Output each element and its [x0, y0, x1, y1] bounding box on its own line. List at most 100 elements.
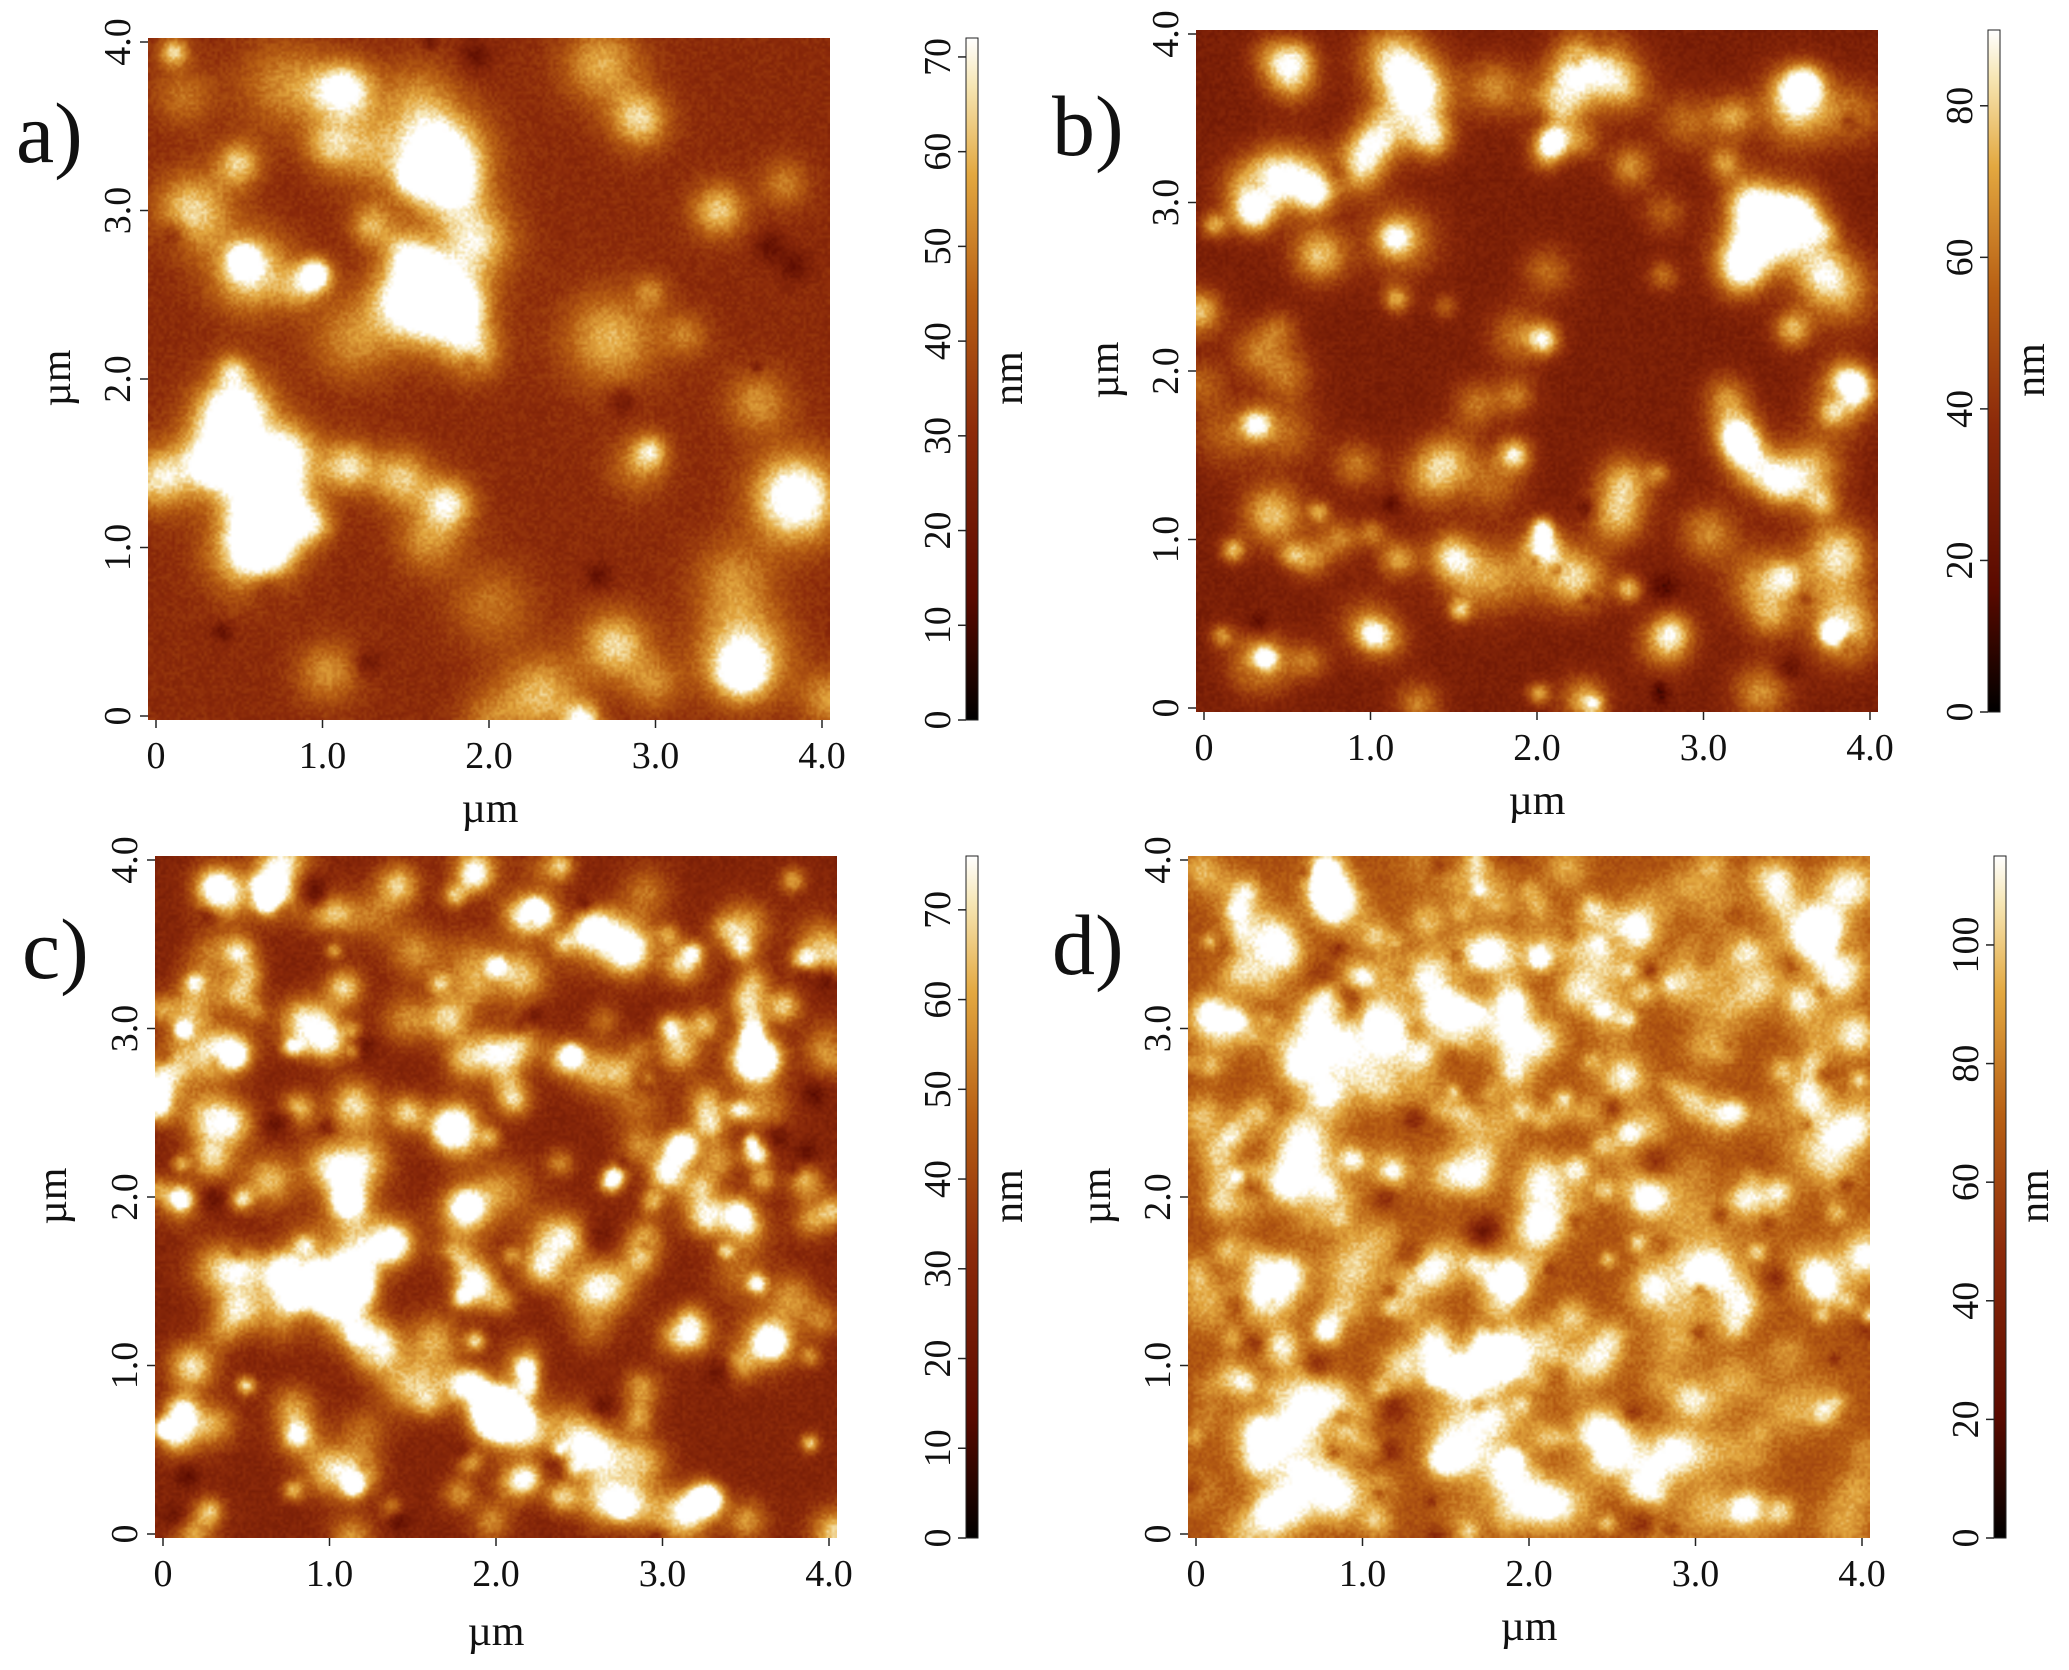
- x-axis-unit: µm: [1501, 1604, 1558, 1650]
- y-tick-label: 2.0: [104, 1173, 146, 1221]
- y-axis-ticks: 0 1.0 2.0 3.0 4.0: [104, 836, 155, 1544]
- y-tick-label: 1.0: [97, 524, 139, 572]
- x-tick-label: 4.0: [1838, 1553, 1886, 1595]
- x-tick-label: 2.0: [465, 735, 513, 777]
- colorbar-tick-label: 40: [1945, 1282, 1987, 1320]
- colorbar-tick-label: 10: [917, 606, 959, 644]
- x-tick-label: 2.0: [472, 1553, 520, 1595]
- y-tick-label: 0: [1137, 1525, 1179, 1544]
- panel-b: b) 0 1.0 2.0 3.0 4.0 0 1.0 2.0 3.0 4.0 µm µm 0 20…: [1052, 10, 2054, 824]
- panel-label: b): [1052, 78, 1124, 174]
- colorbar-tick-label: 0: [1945, 1529, 1987, 1548]
- x-tick-label: 0: [154, 1553, 173, 1595]
- y-tick-label: 1.0: [1145, 516, 1187, 564]
- colorbar-tick-label: 50: [917, 1070, 959, 1108]
- colorbar-tick-label: 20: [917, 512, 959, 550]
- colorbar: [1993, 855, 2007, 1539]
- y-tick-label: 4.0: [1145, 10, 1187, 58]
- y-axis-ticks: 0 1.0 2.0 3.0 4.0: [1145, 10, 1196, 718]
- y-tick-label: 3.0: [1145, 179, 1187, 227]
- colorbar-tick-label: 30: [917, 417, 959, 455]
- x-axis-ticks: 0 1.0 2.0 3.0 4.0: [147, 720, 846, 777]
- colorbar-tick-label: 60: [1939, 238, 1981, 276]
- panel-a: a) 0 1.0 2.0 3.0 4.0 0 1.0 2.0 3.0 4.0 µm µm 0 10…: [16, 18, 1032, 832]
- colorbar: [965, 855, 979, 1539]
- x-tick-label: 1.0: [1339, 1553, 1387, 1595]
- colorbar-ticks: 0 10 20 30 40 50 60 70: [917, 38, 966, 730]
- x-tick-label: 1.0: [299, 735, 347, 777]
- y-tick-label: 0: [1145, 699, 1187, 718]
- colorbar-tick-label: 20: [1939, 541, 1981, 579]
- colorbar-tick-label: 20: [917, 1340, 959, 1378]
- y-axis-unit: µm: [1074, 1167, 1120, 1224]
- y-axis-unit: µm: [30, 1167, 76, 1224]
- panel-label: c): [22, 901, 89, 997]
- y-tick-label: 2.0: [1145, 347, 1187, 395]
- colorbar-unit: nm: [986, 351, 1032, 405]
- colorbar-tick-label: 100: [1945, 916, 1987, 973]
- colorbar-tick-label: 60: [917, 981, 959, 1019]
- colorbar-unit: nm: [2012, 1169, 2058, 1223]
- y-tick-label: 4.0: [1137, 836, 1179, 884]
- colorbar-tick-label: 70: [917, 891, 959, 929]
- x-axis-ticks: 0 1.0 2.0 3.0 4.0: [1195, 712, 1894, 769]
- x-tick-label: 3.0: [639, 1553, 687, 1595]
- colorbar-tick-label: 80: [1945, 1045, 1987, 1083]
- x-axis-unit: µm: [1509, 778, 1566, 824]
- y-tick-label: 2.0: [1137, 1173, 1179, 1221]
- x-tick-label: 2.0: [1513, 727, 1561, 769]
- y-tick-label: 4.0: [97, 18, 139, 66]
- colorbar-ticks: 0 20 40 60 80 100: [1945, 916, 1994, 1548]
- y-tick-label: 2.0: [97, 355, 139, 403]
- panel-d: d) 0 1.0 2.0 3.0 4.0 0 1.0 2.0 3.0 4.0 µm µm 0 20…: [1052, 836, 2058, 1650]
- colorbar-tick-label: 70: [917, 38, 959, 76]
- x-tick-label: 0: [1187, 1553, 1206, 1595]
- x-tick-label: 3.0: [632, 735, 680, 777]
- x-tick-label: 4.0: [798, 735, 846, 777]
- x-axis-unit: µm: [462, 786, 519, 832]
- panel-label: d): [1052, 897, 1124, 993]
- colorbar-tick-label: 30: [917, 1250, 959, 1288]
- colorbar-tick-label: 60: [917, 133, 959, 171]
- x-axis-ticks: 0 1.0 2.0 3.0 4.0: [154, 1538, 853, 1595]
- colorbar-tick-label: 50: [917, 227, 959, 265]
- colorbar-tick-label: 40: [1939, 390, 1981, 428]
- y-tick-label: 1.0: [104, 1342, 146, 1390]
- x-tick-label: 1.0: [306, 1553, 354, 1595]
- x-tick-label: 3.0: [1672, 1553, 1720, 1595]
- colorbar: [965, 37, 979, 721]
- x-tick-label: 4.0: [805, 1553, 853, 1595]
- colorbar-tick-label: 0: [1939, 703, 1981, 722]
- y-axis-unit: µm: [1082, 341, 1128, 398]
- afm-height-map: [148, 38, 830, 720]
- colorbar-unit: nm: [2008, 343, 2054, 397]
- colorbar-tick-label: 80: [1939, 87, 1981, 125]
- x-tick-label: 3.0: [1680, 727, 1728, 769]
- panel-label: a): [16, 85, 83, 181]
- y-tick-label: 4.0: [104, 836, 146, 884]
- y-tick-label: 0: [104, 1525, 146, 1544]
- x-axis-unit: µm: [468, 1609, 525, 1655]
- colorbar-tick-label: 10: [917, 1429, 959, 1467]
- colorbar-tick-label: 60: [1945, 1163, 1987, 1201]
- x-tick-label: 1.0: [1347, 727, 1395, 769]
- colorbar-tick-label: 40: [917, 1160, 959, 1198]
- y-tick-label: 0: [97, 707, 139, 726]
- y-axis-unit: µm: [34, 349, 80, 406]
- x-axis-ticks: 0 1.0 2.0 3.0 4.0: [1187, 1538, 1886, 1595]
- colorbar-unit: nm: [986, 1169, 1032, 1223]
- y-tick-label: 3.0: [104, 1005, 146, 1053]
- colorbar-ticks: 0 10 20 30 40 50 60 70: [917, 891, 966, 1548]
- afm-height-map: [155, 856, 837, 1538]
- colorbar-ticks: 0 20 40 60 80: [1939, 87, 1988, 722]
- x-tick-label: 0: [1195, 727, 1214, 769]
- afm-height-map: [1196, 30, 1878, 712]
- y-axis-ticks: 0 1.0 2.0 3.0 4.0: [97, 18, 148, 726]
- x-tick-label: 2.0: [1505, 1553, 1553, 1595]
- x-tick-label: 0: [147, 735, 166, 777]
- afm-height-map: [1188, 856, 1870, 1538]
- colorbar-tick-label: 40: [917, 322, 959, 360]
- colorbar-tick-label: 0: [917, 711, 959, 730]
- y-tick-label: 3.0: [97, 187, 139, 235]
